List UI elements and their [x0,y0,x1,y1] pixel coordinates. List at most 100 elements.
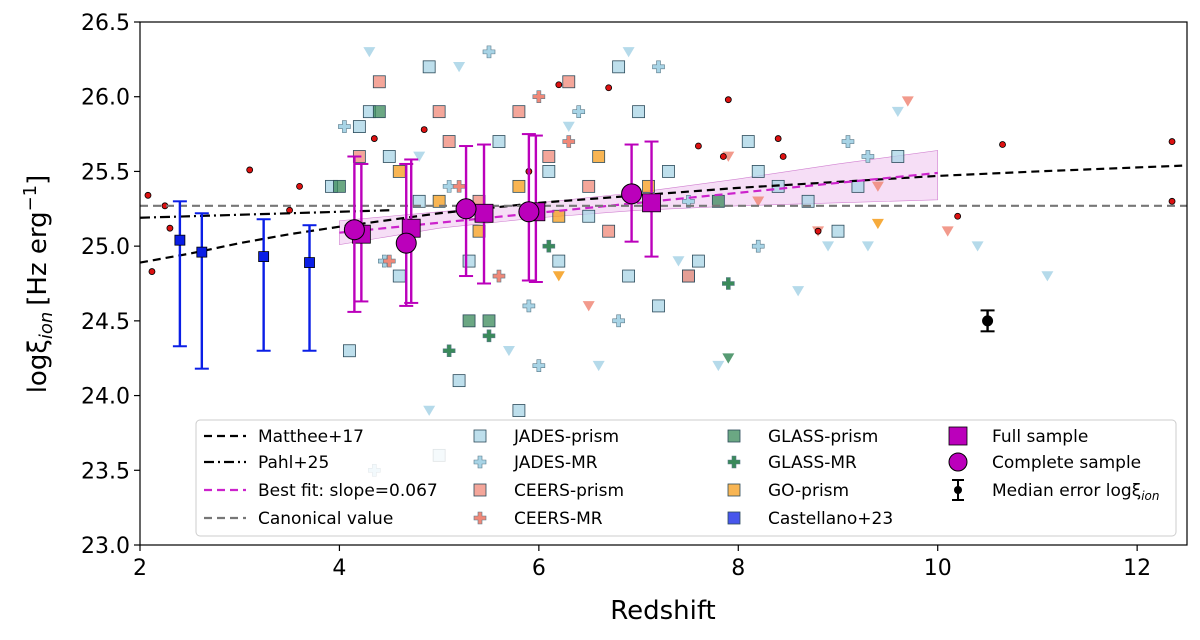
go-prism-point [392,165,406,178]
ceers-prism-point [442,135,456,148]
legend-label-jades-prism: JADES-prism [513,427,619,447]
glass-mr-point [442,344,456,358]
jades-mr-point [338,120,351,133]
literature-dots-point [246,166,254,174]
legend-swatch [727,483,741,497]
literature-dots-point [144,191,152,199]
go-prism-point [642,179,655,193]
go-upper-point [552,271,565,282]
literature-dots-point [605,84,613,92]
ceers-upper-point [582,301,595,312]
literature-dots-point [166,224,174,232]
legend-box [195,419,1177,537]
legend-swatch [727,511,741,525]
full-sample-point [474,203,494,223]
y-axis-label-exp: −1 [20,185,41,212]
jades-prism-point [612,60,626,74]
legend: Matthee+17 Pahl+25 Best fit: slope=0.067 Ca… [195,419,1177,537]
jades-prism-point [851,179,865,193]
x-tick-label: 12 [1123,556,1151,581]
jades-prism-point [462,254,476,268]
ceers-prism-point [682,269,695,283]
legend-label-best-fit-slope-0-067: Best fit: slope=0.067 [258,481,438,501]
legend-label-ceers-prism: CEERS-prism [514,481,624,501]
jades-prism-point [552,254,566,268]
jades-prism-point [412,194,426,208]
legend-label-complete-sample: Complete sample [992,453,1141,473]
legend-label-full-sample: Full sample [992,427,1088,447]
jades-prism-point [422,60,436,74]
legend-swatch [948,426,968,446]
median-error-log-point [982,315,994,327]
legend-swatch [948,452,968,472]
jades-mr-point [532,359,546,372]
x-axis-label: Redshift [610,596,716,626]
y-tick-label: 26.5 [81,11,130,36]
legend-label-castellano-23: Castellano+23 [768,509,893,529]
jades-upper-point [1041,271,1054,282]
y-axis-label-close: ] [23,175,53,185]
castellano-23-point [196,246,208,258]
jades-mr-point [482,45,496,59]
jades-upper-point [453,62,466,73]
legend-swatch [727,455,741,469]
matthee-17-line [140,164,1187,264]
jades-upper-point [971,241,984,252]
jades-prism-point [662,165,675,178]
go-prism-point [432,194,446,208]
jades-upper-point [423,405,436,416]
legend-label-ceers-mr: CEERS-MR [514,509,603,529]
ceers-mr-point [532,90,546,104]
legend-swatch [473,511,487,525]
x-tick-label: 2 [133,556,147,581]
ceers-mr-point [492,269,506,283]
jades-prism-point [692,254,705,268]
literature-dots-point [148,268,156,275]
jades-prism-point [382,150,396,163]
legend-label-matthee-17: Matthee+17 [258,427,364,447]
jades-upper-point [592,360,605,372]
pahl-25-line [140,209,390,219]
jades-upper-point [562,121,575,132]
jades-prism-point [492,135,506,148]
complete-sample-point [455,198,477,220]
legend-label-canonical-value: Canonical value [258,509,393,529]
glass-mr-point [482,329,496,343]
literature-dots-point [370,135,378,142]
literature-dots-point [999,141,1006,148]
jades-upper-point [822,241,835,252]
glass-prism-point [333,179,346,193]
jades-upper-point [712,360,725,372]
legend-swatch [473,483,487,497]
plot-frame [139,21,1188,546]
go-prism-point [592,150,606,163]
y-tick-label: 25.0 [81,235,130,260]
ceers-mr-point [382,254,396,268]
ceers-upper-point [752,196,765,207]
literature-dots-point [1168,138,1176,145]
glass-prism-point [372,105,386,119]
ceers-prism-point [562,75,576,89]
y-axis-label-unit: [Hz erg [23,211,53,305]
jades-prism-point [622,269,635,283]
castellano-23-point [174,234,186,246]
literature-dots-point [555,81,563,89]
jades-prism-point [352,120,366,133]
y-axis-label-sub: ion [36,312,57,339]
legend-label-glass-prism: GLASS-prism [768,427,878,447]
best-fit-slope-0-067-line [339,171,938,234]
jades-mr-point [682,195,695,208]
go-prism-point [552,209,566,223]
literature-dots-point [719,153,727,160]
ceers-prism-point [602,224,616,238]
jades-mr-point [841,135,855,148]
legend-label-sub: ion [1141,489,1159,503]
axes: 2 4 6 8 10 12 23.0 23.5 24.0 24.5 25.0 25.5 26.0 26.5 [81,11,1151,581]
castellano-23-point [258,251,270,263]
literature-dots-point [296,182,303,190]
ceers-mr-point [452,180,466,193]
jades-prism-point [512,404,526,417]
jades-upper-point [861,241,874,252]
legend-label-glass-mr: GLASS-MR [768,453,857,473]
jades-upper-point [502,345,515,357]
